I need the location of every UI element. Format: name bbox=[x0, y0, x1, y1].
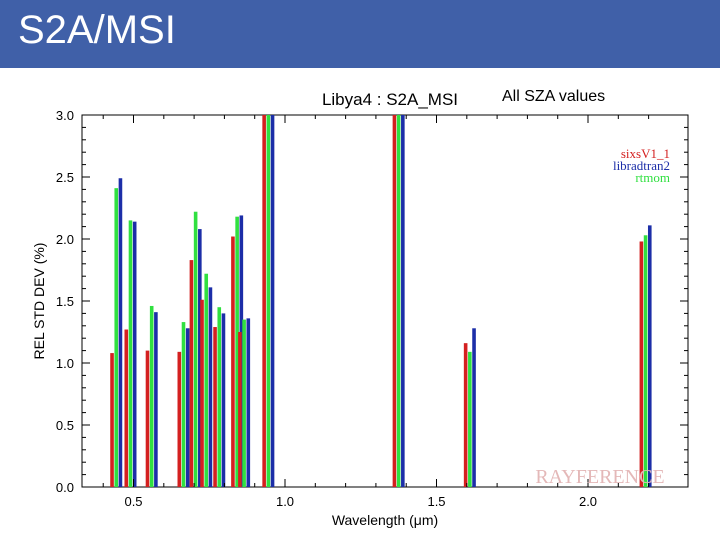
bar-sixsV1_1-4 bbox=[189, 260, 194, 487]
bar-sixsV1_1-12 bbox=[639, 241, 644, 487]
y-tick-label: 1.0 bbox=[56, 356, 74, 371]
y-tick-label: 0.0 bbox=[56, 480, 74, 495]
bar-sixsV1_1-10 bbox=[392, 115, 397, 487]
bar-libradtran2-6 bbox=[221, 313, 226, 487]
bar-sixsV1_1-0 bbox=[110, 353, 114, 487]
bar-rtmom-10 bbox=[396, 115, 401, 487]
bar-sixsV1_1-8 bbox=[238, 332, 242, 487]
bar-rtmom-9 bbox=[266, 115, 271, 487]
header-bar: S2A/MSI bbox=[0, 0, 720, 68]
bar-libradtran2-0 bbox=[118, 178, 123, 487]
x-tick-label: 1.0 bbox=[276, 494, 294, 509]
bar-libradtran2-3 bbox=[185, 328, 190, 487]
bar-rtmom-8 bbox=[242, 319, 246, 487]
bar-libradtran2-1 bbox=[132, 221, 137, 487]
bar-rtmom-0 bbox=[114, 188, 119, 487]
bar-rtmom-4 bbox=[193, 211, 198, 487]
bar-chart: 0.0 0.5 1.0 1.5 2.0 2.5 3.0 0.5 1.0 1.5 2.0 Wavelen… bbox=[31, 90, 689, 528]
x-tick-label: 0.5 bbox=[124, 494, 142, 509]
sza-annotation: All SZA values bbox=[502, 88, 606, 105]
bar-sixsV1_1-2 bbox=[145, 350, 150, 487]
y-tick-label: 1.5 bbox=[56, 294, 74, 309]
chart-title: Libya4 : S2A_MSI bbox=[322, 90, 458, 109]
bar-libradtran2-10 bbox=[401, 115, 405, 487]
bar-rtmom-11 bbox=[468, 351, 472, 487]
bar-sixsV1_1-3 bbox=[177, 351, 182, 487]
bar-sixsV1_1-11 bbox=[463, 343, 468, 487]
bar-sixsV1_1-5 bbox=[200, 299, 204, 487]
bar-libradtran2-12 bbox=[647, 225, 652, 488]
y-tick-label: 0.5 bbox=[56, 418, 74, 433]
y-tick-label: 2.5 bbox=[56, 170, 74, 185]
bar-rtmom-7 bbox=[235, 216, 239, 487]
legend-entry-libradtran2: libradtran2 bbox=[613, 158, 670, 173]
bar-rtmom-5 bbox=[204, 273, 209, 487]
legend-entry-sixsV1_1: sixsV1_1 bbox=[621, 146, 670, 161]
bar-libradtran2-9 bbox=[270, 115, 275, 487]
bar-sixsV1_1-7 bbox=[231, 236, 235, 487]
y-tick-label: 2.0 bbox=[56, 232, 74, 247]
bar-rtmom-3 bbox=[181, 322, 186, 487]
bar-sixsV1_1-1 bbox=[124, 329, 129, 487]
watermark: RAYFERENCE bbox=[535, 466, 664, 488]
bar-sixsV1_1-9 bbox=[262, 115, 266, 487]
bar-libradtran2-11 bbox=[472, 328, 476, 487]
bar-libradtran2-4 bbox=[198, 229, 202, 487]
bar-sixsV1_1-6 bbox=[213, 327, 217, 487]
bar-libradtran2-8 bbox=[246, 318, 251, 487]
legend-entry-rtmom: rtmom bbox=[635, 170, 670, 185]
plot-frame bbox=[81, 114, 689, 488]
bar-rtmom-6 bbox=[217, 307, 222, 487]
x-axis-label: Wavelength (μm) bbox=[332, 512, 438, 528]
x-tick-label: 2.0 bbox=[579, 494, 597, 509]
page-title: S2A/MSI bbox=[18, 8, 176, 52]
bar-rtmom-12 bbox=[643, 235, 648, 487]
y-axis-label: REL STD DEV (%) bbox=[31, 243, 47, 360]
y-tick-label: 3.0 bbox=[56, 108, 74, 123]
bar-rtmom-1 bbox=[128, 220, 133, 487]
bar-rtmom-2 bbox=[149, 305, 154, 487]
x-tick-label: 1.5 bbox=[427, 494, 445, 509]
bar-libradtran2-2 bbox=[154, 312, 158, 487]
bar-libradtran2-5 bbox=[208, 287, 213, 487]
